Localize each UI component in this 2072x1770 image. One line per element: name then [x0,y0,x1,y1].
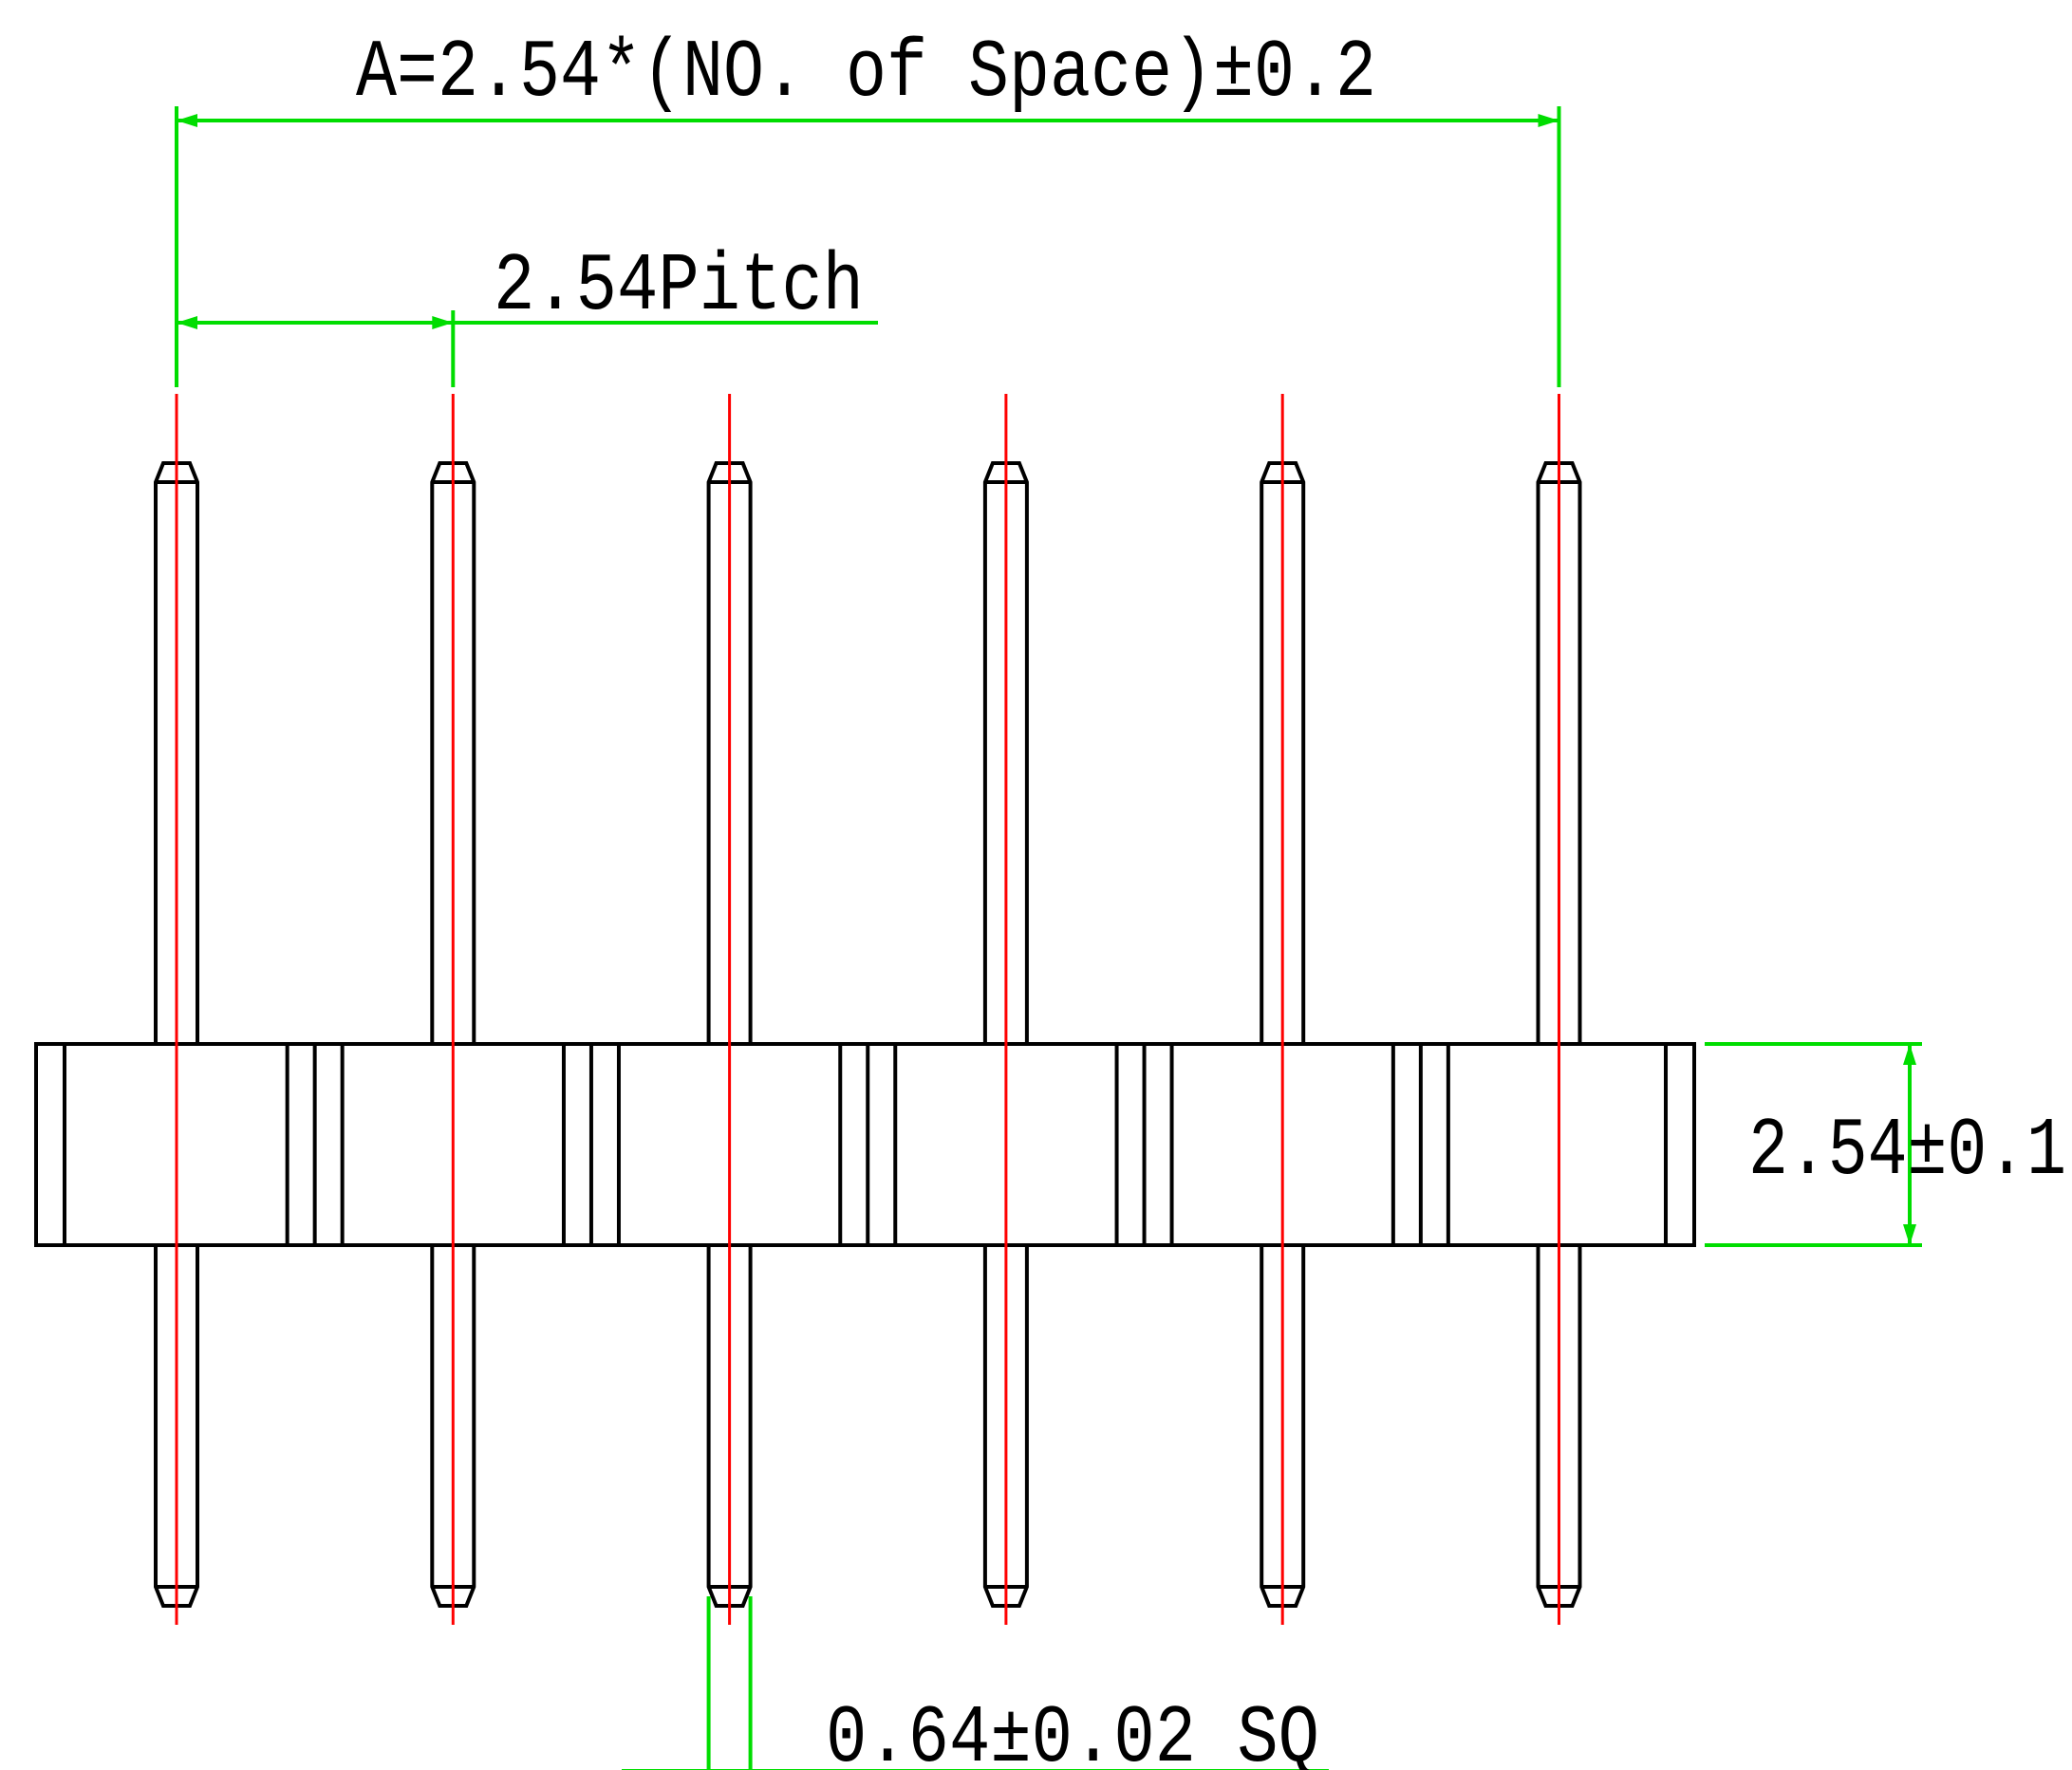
dimension-arrow [1903,1044,1916,1065]
overall-length-label: A=2.54*(NO. of Space)±0.2 [356,27,1376,120]
body-height-label: 2.54±0.1 [1748,1105,2066,1198]
pin-size-label: 0.64±0.02 SQ [826,1692,1319,1770]
dimension-arrow [1538,114,1559,127]
dimension-arrow [432,316,454,329]
body-outline [34,1042,1696,1247]
pitch-label: 2.54Pitch [494,240,864,333]
dimension-arrow [1903,1224,1916,1245]
plastic-body [34,1042,1696,1247]
dimension-arrow [177,114,197,127]
dimension-arrow [177,316,197,329]
pin-centerlines [175,394,1560,1625]
dimension-lines [175,106,1922,1770]
pins-layer [154,461,1582,1608]
